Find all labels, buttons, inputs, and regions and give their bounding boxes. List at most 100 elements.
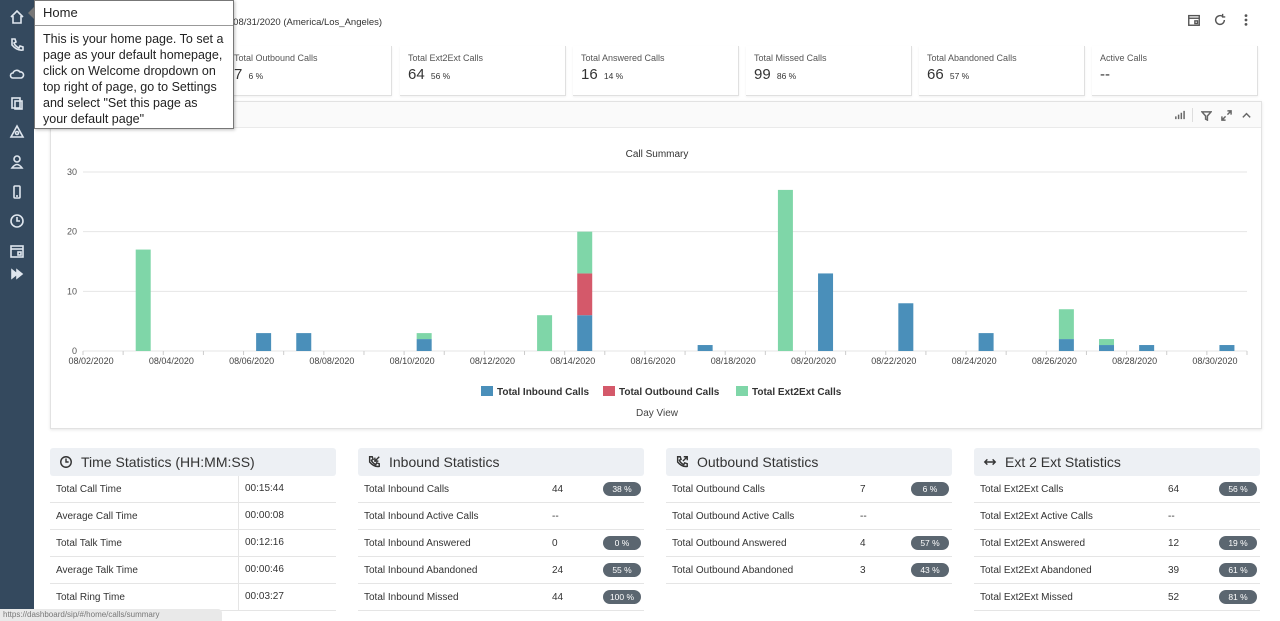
row-label: Total Ext2Ext Missed	[980, 591, 1073, 603]
bar-total-ext2ext-calls	[416, 333, 432, 340]
transfer-arrows-icon	[983, 458, 997, 466]
row-label: Total Inbound Active Calls	[364, 510, 479, 522]
card-active-calls: Active Calls --	[1092, 46, 1258, 96]
x-tick-label: 08/24/2020	[952, 356, 997, 366]
chart-x-axis: 08/02/2020 08/04/2020 08/06/2020 08/08/2020…	[69, 356, 1238, 366]
row-label: Total Ext2Ext Answered	[980, 537, 1086, 549]
call-summary-chart: Call Summary 08/02/2020 08/04/2020 08/06/2…	[67, 149, 1248, 419]
card-label: Total Abandoned Calls	[927, 53, 1017, 63]
row-label: Total Inbound Abandoned	[364, 564, 478, 576]
table-row: Total Ext2Ext Answered 12 19 %	[974, 530, 1260, 557]
calendar-icon[interactable]	[0, 239, 34, 263]
row-value: 00:00:08	[238, 503, 284, 529]
x-tick-label: 08/20/2020	[791, 356, 836, 366]
mobile-icon[interactable]	[0, 180, 34, 204]
percent-badge: 0 %	[603, 536, 641, 550]
card-number: --	[1100, 66, 1110, 83]
legend-label: Total Ext2Ext Calls	[752, 387, 842, 398]
chart-tools	[1172, 108, 1253, 122]
time-statistics: Time Statistics (HH:MM:SS) Total Call Ti…	[50, 448, 336, 611]
x-tick-label: 08/04/2020	[149, 356, 194, 366]
percent-badge: 56 %	[1219, 482, 1257, 496]
bar-total-ext2ext-calls	[1058, 309, 1074, 340]
card-label: Total Missed Calls	[754, 53, 827, 63]
x-tick-label: 08/02/2020	[69, 356, 114, 366]
inbound-statistics-title: Inbound Statistics	[389, 454, 500, 470]
sidebar	[0, 0, 34, 621]
x-tick-label: 08/18/2020	[711, 356, 756, 366]
table-row: Total Outbound Active Calls --	[666, 503, 952, 530]
percent-badge: 81 %	[1219, 590, 1257, 604]
card-number: 16	[581, 66, 598, 83]
row-value: 00:15:44	[238, 476, 284, 502]
table-row: Total Inbound Abandoned 24 55 %	[358, 557, 644, 584]
card-number: 66	[927, 66, 944, 83]
more-options-icon[interactable]	[1238, 12, 1254, 28]
bar-total-inbound-calls	[577, 315, 593, 351]
table-row: Average Talk Time 00:00:46	[50, 557, 336, 584]
cloud-icon[interactable]	[0, 62, 34, 86]
card-value: 64 56 %	[408, 66, 450, 83]
ext2ext-statistics-title: Ext 2 Ext Statistics	[1005, 454, 1121, 470]
date-range[interactable]: -08/31/2020 (America/Los_Angeles)	[230, 17, 383, 28]
inbound-statistics: Inbound Statistics Total Inbound Calls 44…	[358, 448, 644, 611]
filter-icon[interactable]	[1199, 108, 1213, 122]
chart-header	[51, 102, 1261, 128]
chart-legend: Total Inbound Calls Total Outbound Calls T…	[481, 386, 842, 398]
percent-badge: 55 %	[603, 563, 641, 577]
collapse-icon[interactable]	[1239, 108, 1253, 122]
percent-badge: 43 %	[911, 563, 949, 577]
row-label: Total Outbound Abandoned	[672, 564, 794, 576]
refresh-icon[interactable]	[1212, 12, 1228, 28]
bar-total-inbound-calls	[256, 333, 272, 351]
inbound-statistics-header: Inbound Statistics	[358, 448, 644, 476]
card-number: 99	[754, 66, 771, 83]
percent-badge: 6 %	[911, 482, 949, 496]
user-icon[interactable]	[0, 150, 34, 174]
expand-sidebar-icon[interactable]	[0, 262, 34, 286]
legend-swatch	[481, 386, 493, 396]
card-value: --	[1100, 66, 1112, 83]
legend-label: Total Outbound Calls	[619, 387, 720, 398]
row-label: Total Inbound Answered	[364, 537, 471, 549]
table-row: Total Outbound Abandoned 3 43 %	[666, 557, 952, 584]
table-row: Total Inbound Missed 44 100 %	[358, 584, 644, 611]
bar-chart-icon[interactable]	[1172, 108, 1186, 122]
home-tooltip: Home This is your home page. To set a pa…	[28, 0, 234, 129]
row-value: 44	[552, 591, 564, 603]
table-row: Total Inbound Active Calls --	[358, 503, 644, 530]
table-row: Total Talk Time 00:12:16	[50, 530, 336, 557]
table-row: Total Outbound Answered 4 57 %	[666, 530, 952, 557]
expand-icon[interactable]	[1219, 108, 1233, 122]
y-tick-label: 10	[67, 286, 77, 296]
bar-total-ext2ext-calls	[577, 231, 593, 274]
tooltip-body: This is your home page. To set a page as…	[43, 32, 224, 126]
bar-total-inbound-calls	[296, 333, 312, 351]
devices-icon[interactable]	[0, 91, 34, 115]
row-label: Total Ring Time	[56, 591, 125, 603]
card-percent: 56 %	[430, 71, 451, 81]
card-label: Total Ext2Ext Calls	[408, 53, 484, 63]
row-value: 39	[1168, 564, 1180, 576]
outbound-statistics: Outbound Statistics Total Outbound Calls…	[666, 448, 952, 584]
header-toolbar	[1186, 12, 1254, 28]
divider	[1192, 108, 1193, 122]
table-row: Total Ring Time 00:03:27	[50, 584, 336, 611]
network-icon[interactable]	[0, 120, 34, 144]
x-tick-label: 08/06/2020	[229, 356, 274, 366]
row-label: Total Call Time	[56, 483, 122, 495]
outbound-call-icon	[676, 456, 688, 468]
x-tick-label: 08/14/2020	[550, 356, 595, 366]
card-label: Total Outbound Calls	[234, 53, 318, 63]
card-value: 7 6 %	[234, 66, 263, 83]
row-label: Total Ext2Ext Calls	[980, 483, 1064, 495]
home-icon[interactable]	[0, 5, 34, 29]
phone-icon[interactable]	[0, 33, 34, 57]
clock-icon[interactable]	[0, 209, 34, 233]
row-label: Total Ext2Ext Abandoned	[980, 564, 1092, 576]
y-tick-label: 20	[67, 227, 77, 237]
row-value: 00:12:16	[238, 530, 284, 556]
bar-total-inbound-calls	[1099, 345, 1115, 351]
calendar-picker-icon[interactable]	[1186, 12, 1202, 28]
ext2ext-statistics: Ext 2 Ext Statistics Total Ext2Ext Calls…	[974, 448, 1260, 611]
